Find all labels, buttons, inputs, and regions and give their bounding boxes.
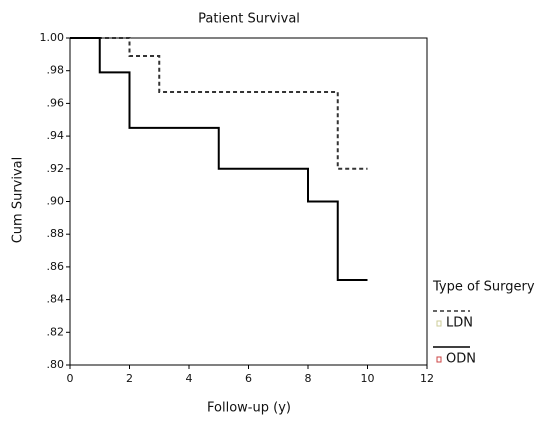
chart-title: Patient Survival xyxy=(198,12,300,27)
x-tick-label: 10 xyxy=(361,372,375,385)
y-tick-label: .94 xyxy=(47,129,65,142)
x-tick-label: 6 xyxy=(245,372,252,385)
y-tick-label: .92 xyxy=(47,162,65,175)
y-tick-label: .80 xyxy=(47,358,65,371)
y-tick-label: .88 xyxy=(47,227,65,240)
x-tick-label: 0 xyxy=(67,372,74,385)
y-tick-label: .96 xyxy=(47,96,65,109)
legend-marker xyxy=(436,356,442,363)
x-tick-label: 8 xyxy=(305,372,312,385)
x-axis-label: Follow-up (y) xyxy=(207,401,291,416)
y-tick-label: .84 xyxy=(47,293,65,306)
legend-label: ODN xyxy=(446,352,476,367)
survival-line xyxy=(70,37,368,170)
plot-frame xyxy=(69,37,428,366)
y-axis-label: Cum Survival xyxy=(11,157,26,244)
legend-label: LDN xyxy=(446,316,473,331)
x-tick-label: 2 xyxy=(126,372,133,385)
y-tick-label: .98 xyxy=(47,64,65,77)
y-tick-label: 1.00 xyxy=(40,31,65,44)
y-tick-label: .82 xyxy=(47,325,65,338)
survival-line xyxy=(70,37,368,281)
legend-marker xyxy=(436,320,442,327)
x-tick-label: 4 xyxy=(186,372,193,385)
legend-title: Type of Surgery xyxy=(432,280,535,295)
x-tick-label: 12 xyxy=(420,372,434,385)
y-tick-label: .86 xyxy=(47,260,65,273)
y-tick-label: .90 xyxy=(47,195,65,208)
